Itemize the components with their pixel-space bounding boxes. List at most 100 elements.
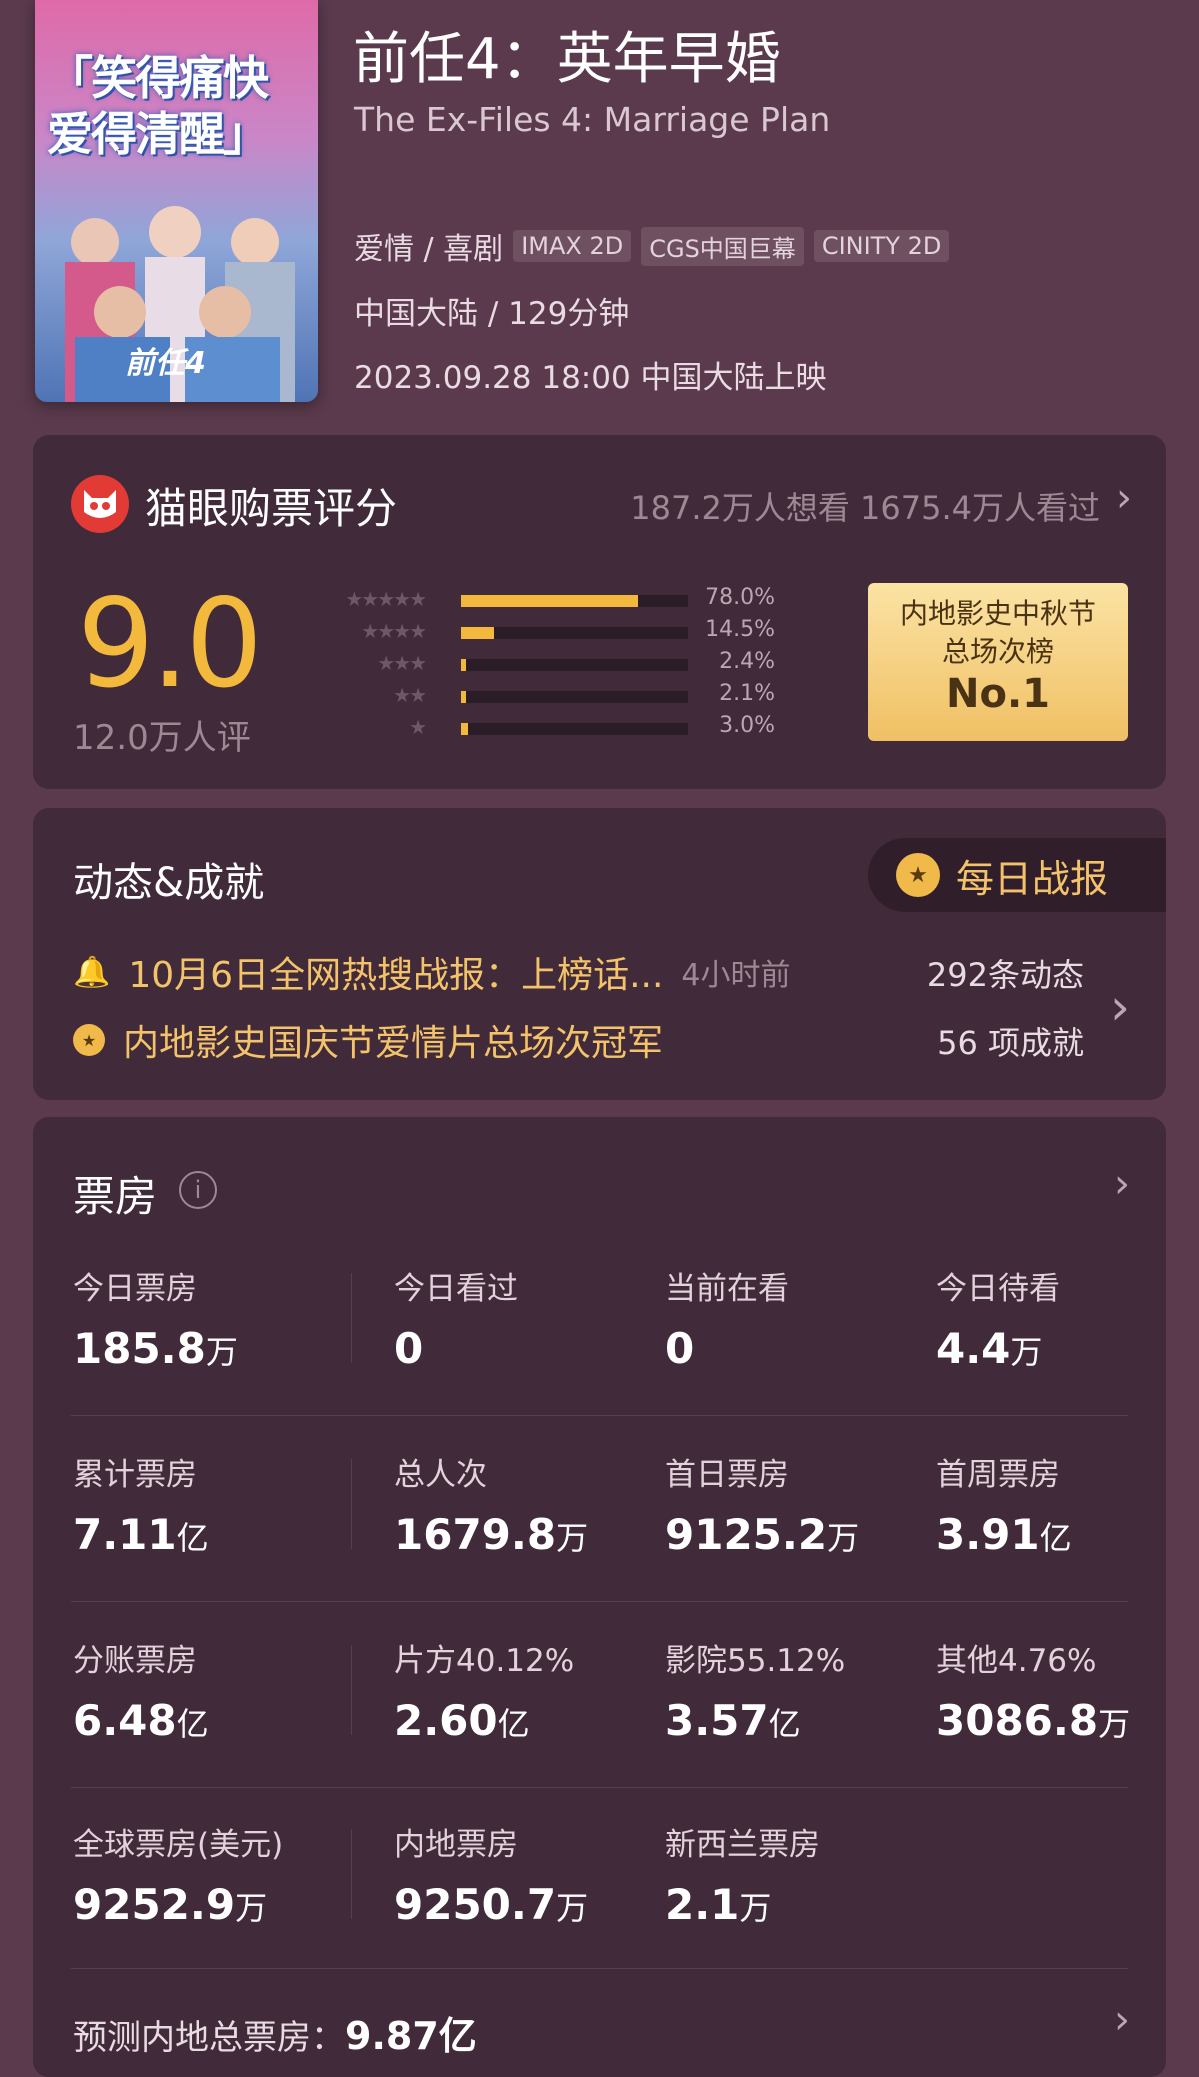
badge-line1: 内地影史中秋节 xyxy=(899,597,1096,630)
chevron-right-icon[interactable]: › xyxy=(1114,1997,1130,2043)
rating-percent: 14.5% xyxy=(705,617,775,642)
stars-icon: ★★★★★ xyxy=(345,587,427,611)
stat-value: 2.1万 xyxy=(665,1880,772,1929)
column-divider xyxy=(351,1829,352,1919)
stat-value: 0 xyxy=(394,1324,424,1373)
poster-cast-image xyxy=(65,206,295,402)
news-text: 10月6日全网热搜战报：上榜话... xyxy=(128,955,664,996)
rating-distribution-row: ★★★ 2.4% xyxy=(305,649,785,681)
column-divider xyxy=(351,1459,352,1549)
rating-distribution-row: ★ 3.0% xyxy=(305,713,785,745)
rating-bar-track xyxy=(461,595,688,607)
news-time: 4小时前 xyxy=(681,958,791,993)
rating-distribution-row: ★★★★ 14.5% xyxy=(305,617,785,649)
news-row[interactable]: 🔔 10月6日全网热搜战报：上榜话... 4小时前 xyxy=(73,946,791,998)
stat-value: 2.60亿 xyxy=(394,1696,530,1745)
rating-bar-fill xyxy=(461,595,639,607)
rating-percent: 3.0% xyxy=(719,713,775,738)
poster-logo: 前任4 xyxy=(125,346,206,381)
release-date: 2023.09.28 18:00 中国大陆上映 xyxy=(354,360,827,396)
movie-poster[interactable]: 「笑得痛快 爱得清醒」 前任4 xyxy=(35,0,318,402)
forecast-row[interactable]: 预测内地总票房：9.87亿 xyxy=(73,2005,477,2060)
achievement-row[interactable]: ★ 内地影史国庆节爱情片总场次冠军 xyxy=(73,1014,663,1066)
stat-label: 今日票房 xyxy=(73,1271,197,1307)
rating-bar-fill xyxy=(461,659,467,671)
stars-icon: ★ xyxy=(409,715,427,739)
stat-value: 3086.8万 xyxy=(936,1696,1131,1745)
row-divider xyxy=(71,1601,1128,1602)
forecast-label: 预测内地总票房： xyxy=(73,2018,345,2058)
boxoffice-stat: 今日票房 185.8万 xyxy=(73,1263,238,1373)
row-divider xyxy=(71,1415,1128,1416)
boxoffice-stat: 新西兰票房 2.1万 xyxy=(665,1819,820,1929)
medal-icon: ★ xyxy=(896,853,940,897)
poster-slogan: 「笑得痛快 爱得清醒」 xyxy=(47,51,269,161)
stat-label: 片方40.12% xyxy=(394,1643,575,1679)
dynamics-title: 动态&成就 xyxy=(73,860,265,906)
stat-label: 首日票房 xyxy=(665,1457,789,1493)
boxoffice-card: 票房 i › 今日票房 185.8万 今日看过 0 当前在看 0 今日待看 4.4万累… xyxy=(33,1117,1166,2077)
maoyan-cat-icon xyxy=(71,475,129,533)
rating-bar-track xyxy=(461,627,688,639)
stat-value: 0 xyxy=(665,1324,695,1373)
boxoffice-stat: 其他4.76% 3086.8万 xyxy=(936,1635,1130,1745)
stars-icon: ★★★★ xyxy=(361,619,427,643)
boxoffice-stat: 首日票房 9125.2万 xyxy=(665,1449,859,1559)
rating-percent: 78.0% xyxy=(705,585,775,610)
genre-line: 爱情 / 喜剧 IMAX 2D CGS中国巨幕 CINITY 2D xyxy=(354,224,950,268)
rating-count: 12.0万人评 xyxy=(73,718,251,758)
achievement-text: 内地影史国庆节爱情片总场次冠军 xyxy=(123,1023,664,1064)
column-divider xyxy=(351,1645,352,1735)
stat-value: 9250.7万 xyxy=(394,1880,589,1929)
stat-label: 总人次 xyxy=(394,1457,487,1493)
daily-report-button[interactable]: ★ 每日战报 xyxy=(868,838,1166,912)
boxoffice-stat: 今日看过 0 xyxy=(394,1263,518,1373)
rating-bar-track xyxy=(461,659,688,671)
chevron-right-icon[interactable]: › xyxy=(1114,1161,1130,1207)
boxoffice-stat: 全球票房(美元) 9252.9万 xyxy=(73,1819,283,1929)
news-count[interactable]: 292条动态 xyxy=(926,956,1084,994)
rating-percent: 2.1% xyxy=(719,681,775,706)
badge-line2: 总场次榜 xyxy=(941,635,1054,668)
chevron-right-icon[interactable]: › xyxy=(1116,475,1132,521)
column-divider xyxy=(351,1273,352,1363)
want-watched-stats[interactable]: 187.2万人想看 1675.4万人看过 xyxy=(630,489,1100,527)
stat-label: 全球票房(美元) xyxy=(73,1827,284,1863)
format-tag: IMAX 2D xyxy=(513,230,632,262)
boxoffice-stat: 累计票房 7.11亿 xyxy=(73,1449,209,1559)
boxoffice-stat: 内地票房 9250.7万 xyxy=(394,1819,588,1929)
divider xyxy=(71,1968,1128,1969)
row-divider xyxy=(71,1787,1128,1788)
rating-percent: 2.4% xyxy=(719,649,775,674)
achievement-count[interactable]: 56 项成就 xyxy=(937,1024,1084,1062)
boxoffice-stat: 影院55.12% 3.57亿 xyxy=(665,1635,845,1745)
bell-icon: 🔔 xyxy=(73,954,111,990)
medal-icon: ★ xyxy=(73,1024,105,1056)
stat-value: 6.48亿 xyxy=(73,1696,209,1745)
boxoffice-title: 票房 xyxy=(73,1172,158,1221)
rating-card: 猫眼购票评分 187.2万人想看 1675.4万人看过 › 9.0 12.0万人… xyxy=(33,435,1166,789)
movie-english-title: The Ex-Files 4: Marriage Plan xyxy=(354,100,831,139)
stat-value: 1679.8万 xyxy=(394,1510,589,1559)
stat-label: 当前在看 xyxy=(665,1271,789,1307)
rating-score: 9.0 xyxy=(77,573,263,715)
rating-bar-track xyxy=(461,691,688,703)
stat-label: 新西兰票房 xyxy=(665,1827,820,1863)
boxoffice-stat: 总人次 1679.8万 xyxy=(394,1449,588,1559)
daily-report-label: 每日战报 xyxy=(956,856,1109,901)
format-tag: CGS中国巨幕 xyxy=(641,226,804,266)
badge-rank: No.1 xyxy=(946,671,1050,717)
dynamics-card: 动态&成就 ★ 每日战报 🔔 10月6日全网热搜战报：上榜话... 4小时前 2… xyxy=(33,808,1166,1100)
stat-label: 其他4.76% xyxy=(936,1643,1097,1679)
stat-label: 内地票房 xyxy=(394,1827,518,1863)
movie-title: 前任4：英年早婚 xyxy=(353,27,781,92)
format-tag: CINITY 2D xyxy=(813,230,950,262)
chevron-right-icon[interactable]: › xyxy=(1110,978,1130,1036)
ranking-badge[interactable]: 内地影史中秋节 总场次榜 No.1 xyxy=(868,583,1128,741)
stat-label: 累计票房 xyxy=(73,1457,197,1493)
region-duration: 中国大陆 / 129分钟 xyxy=(354,296,630,332)
info-icon[interactable]: i xyxy=(179,1171,217,1209)
boxoffice-stat: 首周票房 3.91亿 xyxy=(936,1449,1072,1559)
stat-value: 3.57亿 xyxy=(665,1696,801,1745)
rating-bar-track xyxy=(461,723,688,735)
